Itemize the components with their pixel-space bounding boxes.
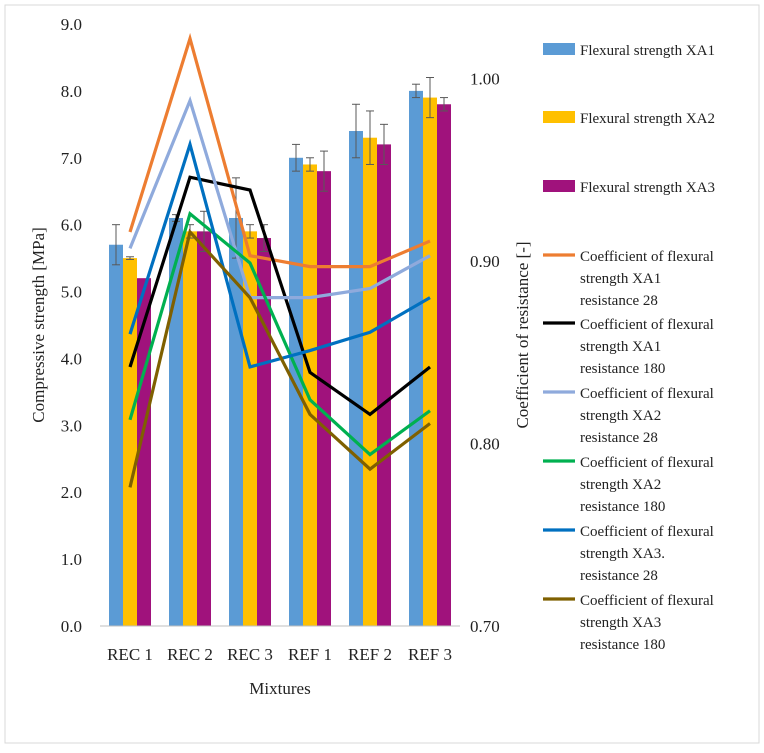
bar-3-4	[317, 171, 331, 626]
legend-label-line-2: resistance 180	[580, 361, 665, 377]
legend-label-line-3: resistance 28	[580, 430, 658, 446]
line-series-6	[128, 228, 431, 488]
legend-label-line-6: resistance 180	[580, 637, 665, 653]
y2-axis-label: Coefficient of resistance [-]	[513, 241, 532, 428]
bar-2-2	[183, 231, 197, 626]
legend-label-line-5: Coefficient of flexural	[580, 524, 714, 540]
bar-2-4	[303, 164, 317, 626]
bar-3-6	[437, 104, 451, 627]
legend-label-line-1: Coefficient of flexural	[580, 249, 714, 265]
x-axis-ticks: REC 1 REC 2 REC 3 REF 1 REF 2 REF 3	[107, 645, 452, 664]
legend-label-line-1: resistance 28	[580, 293, 658, 309]
bar-1-1	[109, 244, 123, 626]
bar-3-5	[377, 144, 391, 626]
legend-label-bar-2: Flexural strength XA2	[580, 111, 715, 127]
y-tick-label: 5.0	[61, 283, 82, 302]
bar-1-3	[229, 217, 243, 626]
y-tick-label: 0.0	[61, 617, 82, 636]
bar-1-4	[289, 157, 303, 626]
line-series-2	[128, 175, 431, 417]
y-axis-ticks: 0.0 1.0 2.0 3.0 4.0 5.0 6.0 7.0 8.0 9.0	[61, 15, 82, 636]
lines-layer	[128, 32, 431, 488]
legend-label-line-2: Coefficient of flexural	[580, 317, 714, 333]
legend-label-line-4: resistance 180	[580, 499, 665, 515]
legend-label-bar-3: Flexural strength XA3	[580, 180, 715, 196]
y-tick-label: 7.0	[61, 149, 82, 168]
y2-tick-label: 0.80	[470, 435, 500, 454]
legend-label-line-4: strength XA2	[580, 477, 661, 493]
x-tick-label: REF 1	[288, 645, 332, 664]
bar-2-5	[363, 137, 377, 626]
x-tick-label: REC 2	[167, 645, 213, 664]
legend-label-line-4: Coefficient of flexural	[580, 455, 714, 471]
bar-3-2	[197, 231, 211, 626]
bar-2-1	[123, 258, 137, 626]
legend-swatch-bar-3	[543, 180, 575, 192]
x-axis-label: Mixtures	[249, 679, 310, 698]
y-tick-label: 3.0	[61, 416, 82, 435]
legend-label-line-2: strength XA1	[580, 339, 661, 355]
line-series-4	[128, 210, 431, 457]
y-tick-label: 4.0	[61, 349, 82, 368]
y-tick-label: 9.0	[61, 15, 82, 34]
y-tick-label: 2.0	[61, 483, 82, 502]
line-series-1	[128, 32, 431, 269]
legend-label-line-1: strength XA1	[580, 271, 661, 287]
x-tick-label: REC 3	[227, 645, 273, 664]
legend-label-line-3: Coefficient of flexural	[580, 386, 714, 402]
legend-label-line-6: Coefficient of flexural	[580, 593, 714, 609]
legend-swatch-bar-2	[543, 111, 575, 123]
legend-swatch-bar-1	[543, 43, 575, 55]
bar-1-6	[409, 90, 423, 626]
bar-1-5	[349, 131, 363, 626]
x-tick-label: REC 1	[107, 645, 153, 664]
legend-label-line-3: strength XA2	[580, 408, 661, 424]
bars-layer	[109, 77, 451, 627]
bar-2-6	[423, 97, 437, 627]
x-tick-label: REF 3	[408, 645, 452, 664]
y2-tick-label: 1.00	[470, 70, 500, 89]
bar-2-3	[243, 231, 257, 626]
x-tick-label: REF 2	[348, 645, 392, 664]
legend-label-line-5: strength XA3.	[580, 546, 665, 562]
bar-1-2	[169, 217, 183, 626]
y2-tick-label: 0.90	[470, 252, 500, 271]
y2-tick-label: 0.70	[470, 617, 500, 636]
legend-label-line-5: resistance 28	[580, 568, 658, 584]
legend: Flexural strength XA1 Flexural strength X…	[543, 43, 715, 653]
line-series-3	[128, 95, 431, 300]
legend-label-bar-1: Flexural strength XA1	[580, 43, 715, 59]
y-tick-label: 8.0	[61, 82, 82, 101]
y-tick-label: 6.0	[61, 216, 82, 235]
y-tick-label: 1.0	[61, 550, 82, 569]
legend-label-line-6: strength XA3	[580, 615, 661, 631]
y-axis-label: Compressive strength [MPa]	[29, 227, 48, 422]
y2-axis-ticks: 0.70 0.80 0.90 1.00	[470, 70, 500, 636]
